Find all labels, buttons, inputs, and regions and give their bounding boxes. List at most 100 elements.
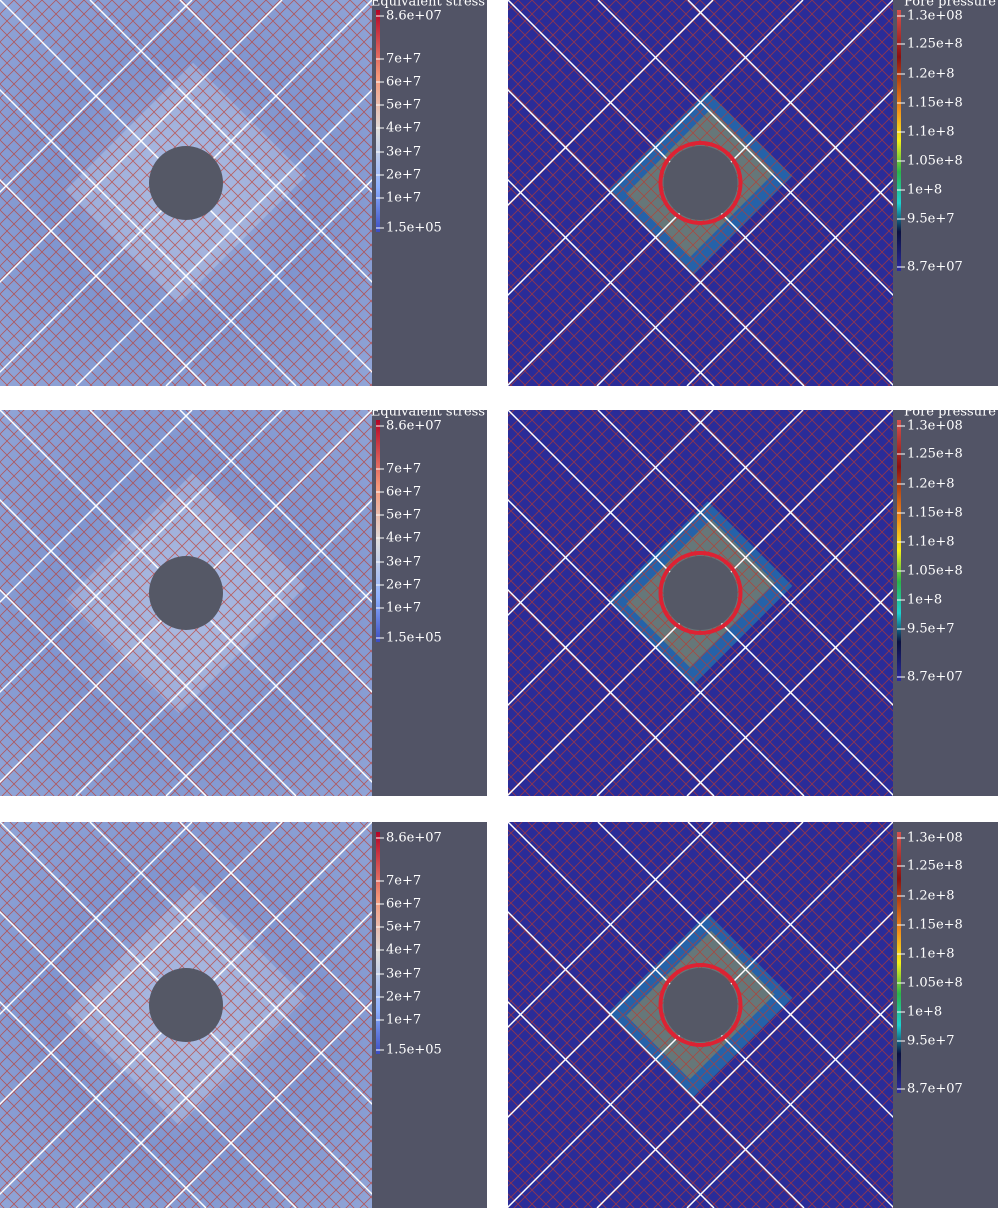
colorbar-tick-label: 1.3e+08 [907,419,963,434]
colorbar-tick-label: 1.1e+8 [907,535,955,550]
colorbar-tick-label: 1.5e+05 [386,221,442,236]
colorbar-tick-label: 9.5e+7 [907,212,955,227]
fracture-line [179,0,372,194]
fracture-line [687,822,893,1029]
colorbar-tick-label: 1.05e+8 [907,976,963,991]
colorbar-tick-label: 9.5e+7 [907,622,955,637]
colorbar-tick-label: 1.15e+8 [907,506,963,521]
fracture-line [0,498,297,796]
colorbar-tick-label: 1.15e+8 [907,96,963,111]
borehole [149,146,223,220]
borehole [663,556,738,630]
colorbar-tick-label: 9.5e+7 [907,1034,955,1049]
colorbar [897,420,901,681]
panel: 1.3e+08 1.25e+8 1.2e+8 1.15e+8 1.1e+8 1.05e+8… [508,822,998,1208]
colorbar-tick-label: 8.6e+07 [386,9,442,24]
colorbar-tick-label: 1e+7 [386,1013,421,1028]
colorbar-tick-label: 2e+7 [386,990,421,1005]
colorbar-tick-label: 1.2e+8 [907,477,955,492]
borehole [149,968,223,1042]
fractures [0,0,372,386]
colorbar-tick-label: 2e+7 [386,578,421,593]
fracture-line [0,88,297,386]
colorbar-tick-label: 8.7e+07 [907,670,963,685]
colorbar-tick-label: 1.15e+8 [907,918,963,933]
colorbar-tick-label: 8.6e+07 [386,419,442,434]
fracture-line [0,410,283,694]
colorbar-tick-label: 1.25e+8 [907,859,963,874]
colorbar [376,10,380,232]
colorbar-tick-label: 5e+7 [386,508,421,523]
fracture-line [597,822,893,1119]
colorbar-tick-label: 1.1e+8 [907,947,955,962]
fracture-line [508,410,804,707]
colorbar-tick-label: 1.05e+8 [907,154,963,169]
colorbar-tick-label: 8.7e+07 [907,260,963,275]
colorbar-tick-label: 4e+7 [386,943,421,958]
colorbar-tick-label: 4e+7 [386,121,421,136]
fracture-line [0,910,297,1208]
colorbar-tick-label: 5e+7 [386,920,421,935]
colorbar-tick-label: 1e+8 [907,1005,942,1020]
colorbar-tick-label: 3e+7 [386,555,421,570]
colorbar-tick-label: 1e+7 [386,191,421,206]
colorbar [897,832,901,1093]
colorbar-tick-label: 1.1e+8 [907,125,955,140]
colorbar-tick-label: 1.2e+8 [907,67,955,82]
colorbar-tick-label: 7e+7 [386,874,421,889]
fracture-line [89,410,372,694]
fracture-line [508,822,804,1119]
fracture-line [0,0,283,284]
fracture-line [89,822,372,1106]
fracture-line [0,0,193,194]
colorbar-tick-label: 3e+7 [386,967,421,982]
fracture-line [0,1000,207,1208]
colorbar [376,420,380,642]
colorbar-title: Equivalent stress [371,405,485,420]
colorbar-tick-label: 1.2e+8 [907,889,955,904]
fracture-line [0,822,193,1016]
borehole [149,556,223,630]
colorbar-title: Pore pressure [904,405,996,420]
borehole-rim [658,963,743,1047]
fracture-line [75,88,372,386]
colorbar-tick-label: 1e+7 [386,601,421,616]
colorbar-tick-label: 2e+7 [386,168,421,183]
colorbar-tick-label: 3e+7 [386,145,421,160]
colorbar-tick-label: 4e+7 [386,531,421,546]
colorbar-tick-label: 5e+7 [386,98,421,113]
borehole [663,968,738,1042]
borehole [663,146,738,220]
fracture-line [89,0,372,284]
colorbar-title: Equivalent stress [371,0,485,10]
colorbar-tick-label: 6e+7 [386,75,421,90]
fracture-line [687,410,893,617]
fractures [0,410,372,796]
colorbar-tick-label: 7e+7 [386,462,421,477]
fracture-line [508,410,714,617]
colorbar-tick-label: 7e+7 [386,52,421,67]
fracture-line [0,178,207,386]
colorbar-tick-label: 8.7e+07 [907,1082,963,1097]
panel: 8.6e+07 7e+7 6e+7 5e+7 4e+7 3e+7 2e+7 1e+7 1.5e+… [0,822,487,1208]
fracture-line [165,588,372,796]
fracture-line [179,410,372,604]
fracture-line [508,0,804,297]
colorbar-tick-label: 1.5e+05 [386,1043,442,1058]
fracture-line [508,0,714,207]
fracture-line [687,0,893,207]
fracture-line [597,410,893,707]
colorbar-tick-label: 1.3e+08 [907,9,963,24]
borehole-rim [658,141,743,225]
colorbar-tick-label: 1.5e+05 [386,631,442,646]
colorbar-tick-label: 1.25e+8 [907,37,963,52]
fracture-line [75,498,372,796]
fracture-line [597,0,893,297]
fracture-line [75,910,372,1208]
fracture-line [0,588,207,796]
colorbar-tick-label: 6e+7 [386,897,421,912]
